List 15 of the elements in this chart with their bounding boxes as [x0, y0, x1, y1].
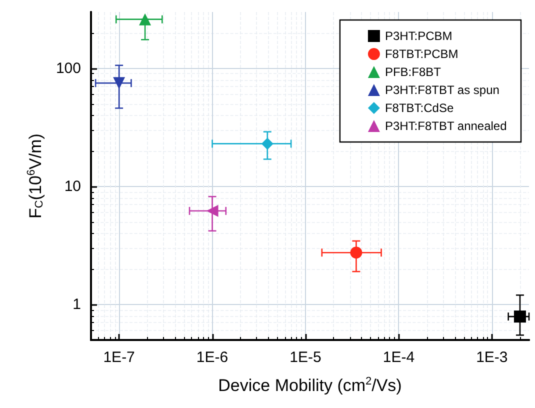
legend-label: P3HT:F8TBT as spun: [384, 83, 500, 97]
x-tick-label: 1E-5: [290, 349, 322, 366]
x-tick-label: 1E-3: [476, 349, 508, 366]
legend-label: F8TBT:PCBM: [384, 47, 458, 61]
x-tick-label: 1E-4: [382, 349, 415, 366]
y-tick-label: 1: [72, 296, 81, 313]
x-tick-label: 1E-7: [103, 349, 135, 366]
legend-label: P3HT:PCBM: [384, 29, 452, 43]
y-axis-title: FC(106V/m): [26, 134, 46, 218]
legend-label: F8TBT:CdSe: [384, 101, 454, 115]
legend-label: PFB:F8BT: [384, 65, 442, 79]
x-tick-label: 1E-6: [196, 349, 228, 366]
y-tick-label: 100: [56, 60, 81, 77]
legend-label: P3HT:F8TBT annealed: [384, 119, 507, 133]
y-tick-label: 10: [64, 178, 81, 195]
